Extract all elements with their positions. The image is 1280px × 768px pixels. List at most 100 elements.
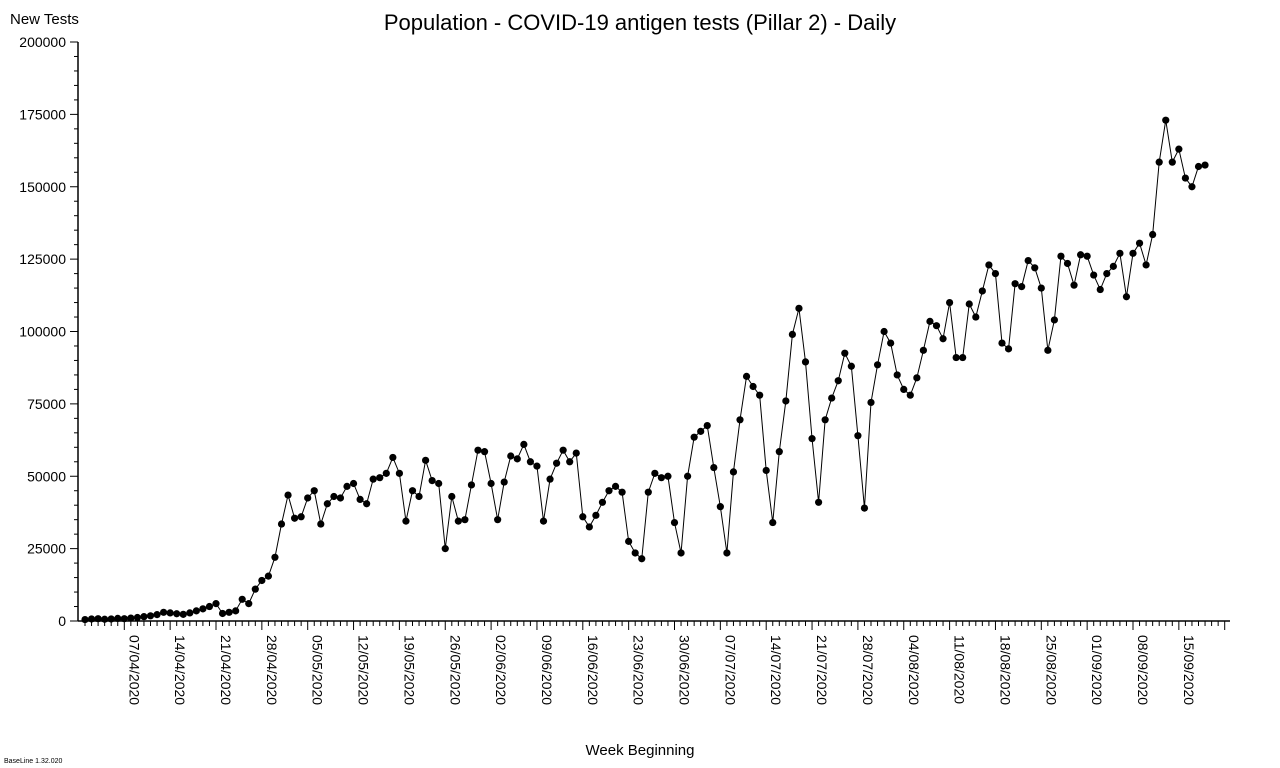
data-point bbox=[539, 517, 548, 525]
data-point bbox=[114, 614, 122, 622]
data-point bbox=[356, 495, 364, 504]
y-tick-label: 0 bbox=[58, 613, 66, 629]
data-point bbox=[435, 479, 443, 488]
data-point bbox=[258, 576, 266, 585]
data-point bbox=[402, 517, 410, 525]
data-point bbox=[1011, 280, 1019, 288]
data-point bbox=[821, 416, 829, 424]
data-point bbox=[1109, 262, 1117, 270]
data-point bbox=[867, 398, 875, 407]
data-point bbox=[592, 511, 600, 519]
data-point bbox=[749, 382, 757, 391]
x-tick-label: 30/06/2020 bbox=[677, 635, 693, 705]
data-point bbox=[408, 487, 417, 495]
data-point bbox=[330, 492, 338, 501]
data-point bbox=[474, 446, 482, 454]
data-point bbox=[1142, 261, 1150, 269]
data-point bbox=[644, 488, 652, 496]
data-point bbox=[546, 475, 554, 483]
data-point bbox=[186, 609, 194, 617]
data-point bbox=[1201, 161, 1209, 169]
data-point bbox=[526, 458, 535, 466]
data-point bbox=[133, 613, 141, 622]
data-point bbox=[998, 339, 1006, 347]
x-tick-label: 28/07/2020 bbox=[860, 635, 876, 705]
data-point bbox=[880, 327, 888, 336]
data-point bbox=[1168, 158, 1176, 166]
data-point bbox=[382, 469, 390, 477]
data-point bbox=[762, 466, 770, 475]
data-point bbox=[1129, 249, 1137, 257]
data-point bbox=[1149, 230, 1157, 239]
data-point bbox=[946, 298, 954, 307]
x-tick-label: 14/04/2020 bbox=[172, 635, 188, 705]
data-point bbox=[1044, 346, 1052, 354]
data-point bbox=[847, 362, 855, 370]
series-line bbox=[84, 120, 1206, 621]
data-point bbox=[1090, 271, 1098, 279]
data-point bbox=[448, 492, 456, 501]
data-point bbox=[972, 313, 980, 321]
data-point bbox=[1155, 158, 1163, 166]
data-point bbox=[1188, 183, 1196, 191]
y-axis-label: New Tests bbox=[10, 11, 79, 28]
chart-title: Population - COVID-19 antigen tests (Pil… bbox=[384, 10, 896, 35]
y-tick-label: 150000 bbox=[19, 179, 66, 195]
data-point bbox=[1162, 116, 1170, 124]
data-point bbox=[343, 482, 351, 490]
data-point bbox=[677, 549, 685, 557]
data-point bbox=[487, 479, 495, 488]
data-point bbox=[1181, 174, 1189, 182]
data-point bbox=[605, 487, 613, 495]
data-point bbox=[533, 462, 541, 470]
data-point bbox=[120, 615, 128, 623]
data-point bbox=[553, 459, 561, 467]
data-point bbox=[277, 520, 286, 528]
data-point bbox=[913, 374, 921, 382]
data-point bbox=[716, 503, 724, 511]
x-tick-label: 14/07/2020 bbox=[768, 635, 784, 705]
data-point bbox=[454, 517, 462, 525]
data-point bbox=[585, 523, 593, 531]
data-point bbox=[480, 448, 489, 456]
series-group bbox=[81, 116, 1209, 624]
data-point bbox=[782, 397, 790, 405]
y-tick-label: 200000 bbox=[19, 34, 66, 50]
data-point bbox=[566, 458, 574, 466]
data-point bbox=[153, 611, 161, 619]
data-point bbox=[572, 449, 580, 457]
data-point bbox=[467, 481, 476, 489]
data-point bbox=[834, 377, 842, 385]
data-point bbox=[415, 492, 423, 501]
data-point bbox=[1122, 293, 1131, 301]
data-point bbox=[513, 455, 521, 463]
x-tick-label: 11/08/2020 bbox=[952, 635, 968, 704]
data-point bbox=[775, 448, 783, 456]
x-tick-label: 04/08/2020 bbox=[906, 635, 922, 705]
x-tick-label: 07/04/2020 bbox=[126, 635, 142, 705]
y-tick-label: 125000 bbox=[19, 251, 66, 267]
data-point bbox=[959, 353, 967, 362]
data-point bbox=[873, 361, 882, 369]
data-point bbox=[520, 440, 528, 449]
data-point bbox=[756, 391, 764, 399]
x-tick-label: 18/08/2020 bbox=[997, 635, 1013, 705]
x-tick-label: 15/09/2020 bbox=[1181, 635, 1197, 705]
data-point bbox=[166, 609, 174, 617]
x-tick-label: 09/06/2020 bbox=[539, 635, 555, 705]
y-tick-label: 175000 bbox=[19, 106, 66, 122]
data-point bbox=[906, 391, 914, 399]
data-point bbox=[87, 615, 96, 623]
data-point bbox=[310, 487, 318, 495]
x-tick-label: 01/09/2020 bbox=[1089, 635, 1105, 705]
data-point bbox=[1096, 285, 1104, 294]
data-point bbox=[1057, 252, 1065, 260]
data-point bbox=[657, 474, 666, 482]
data-point bbox=[828, 394, 836, 402]
data-point bbox=[199, 605, 207, 613]
data-point bbox=[245, 600, 253, 608]
data-point bbox=[291, 514, 299, 522]
x-tick-label: 25/08/2020 bbox=[1043, 635, 1059, 705]
data-point bbox=[173, 610, 181, 618]
data-point bbox=[304, 494, 312, 502]
